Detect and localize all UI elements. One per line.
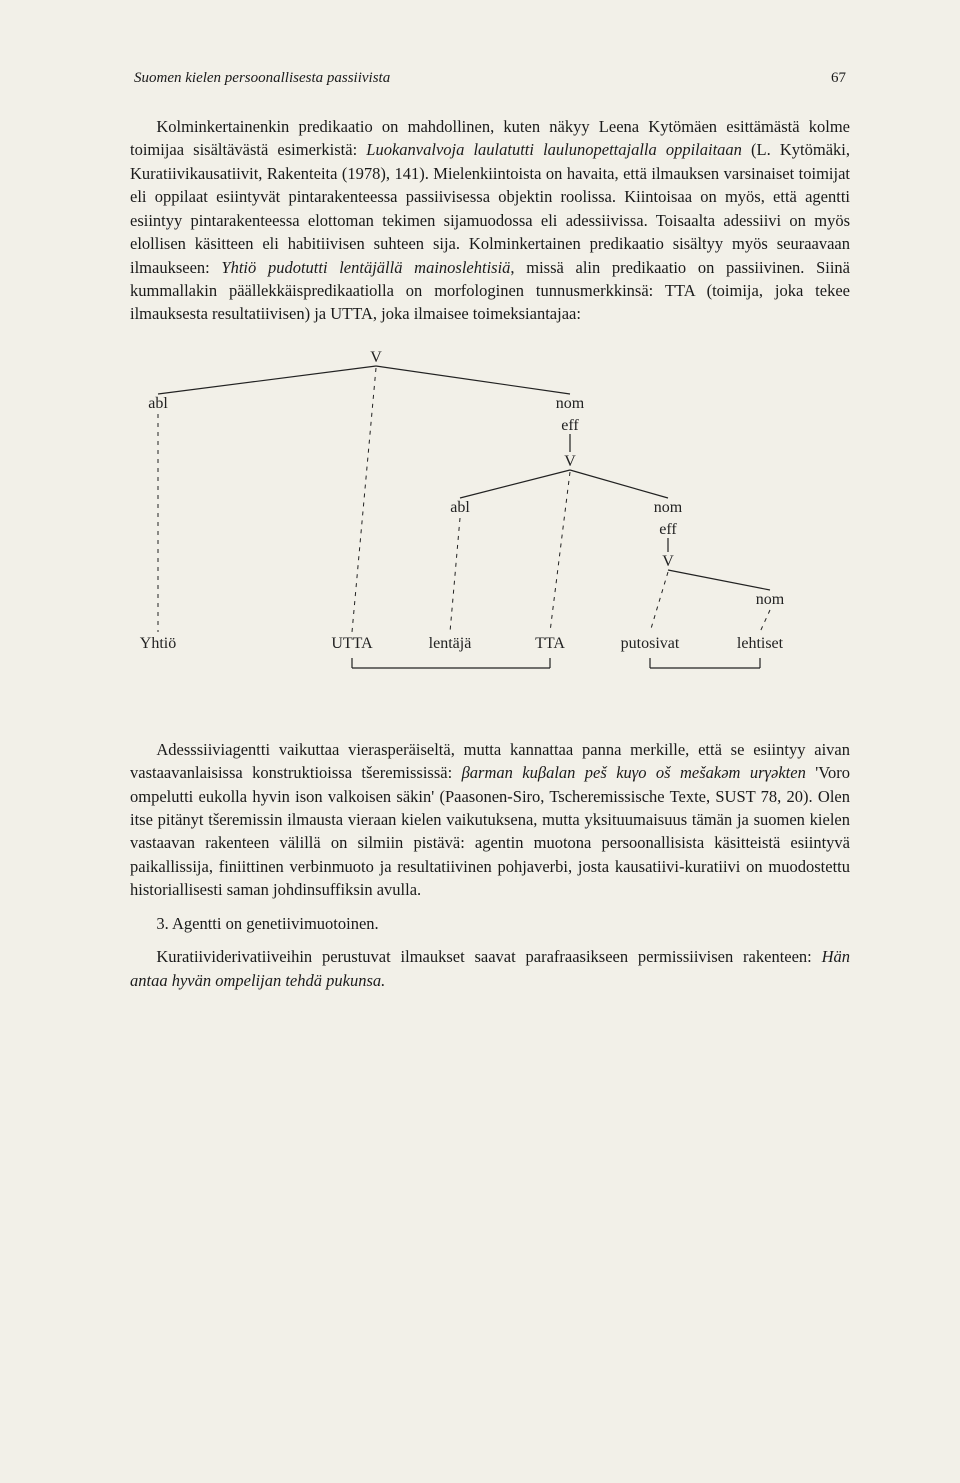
svg-text:V: V — [662, 553, 674, 570]
syntax-tree-diagram: Vabl nom eff Vabl nom eff Vnom Yhtiö UTTA lentäjä… — [130, 348, 850, 708]
svg-text:abl: abl — [148, 395, 168, 412]
paragraph-1: Kolminkertainenkin predikaatio on mahdol… — [130, 115, 850, 326]
svg-text:V: V — [564, 453, 576, 470]
paragraph-3: 3. Agentti on genetiivimuotoinen. — [130, 912, 850, 935]
p2-italic-1: βarman kuβalan peš kuγo oš mešakəm urγək… — [462, 763, 806, 782]
p1-italic-1: Luokanvalvoja laulatutti laulunopettajal… — [366, 140, 742, 159]
svg-text:lentäjä: lentäjä — [429, 635, 472, 652]
svg-text:TTA: TTA — [535, 635, 565, 652]
tree-svg: Vabl nom eff Vabl nom eff Vnom Yhtiö UTTA lentäjä… — [130, 348, 850, 708]
svg-text:lehtiset: lehtiset — [737, 635, 784, 652]
p1-run-b: (L. Kytömäki, Kuratiivikausatiivit, Rake… — [130, 140, 850, 276]
svg-text:putosivat: putosivat — [621, 635, 680, 652]
p2-run-b: 'Voro ompelutti eukolla hyvin ison valko… — [130, 763, 850, 899]
svg-text:V: V — [370, 349, 382, 366]
p1-italic-2: Yhtiö pudotutti lentäjällä mainoslehtisi… — [221, 258, 510, 277]
svg-text:nom: nom — [654, 499, 683, 516]
svg-text:UTTA: UTTA — [331, 635, 373, 652]
svg-text:nom: nom — [556, 395, 585, 412]
running-header: Suomen kielen persoonallisesta passiivis… — [130, 70, 850, 87]
p4-run-a: Kuratiividerivatiiveihin perustuvat ilma… — [156, 947, 821, 966]
svg-text:abl: abl — [450, 499, 470, 516]
running-title: Suomen kielen persoonallisesta passiivis… — [134, 70, 390, 87]
svg-text:eff: eff — [561, 417, 579, 434]
svg-text:Yhtiö: Yhtiö — [140, 635, 176, 652]
paragraph-2: Adesssiiviagentti vaikuttaa vierasperäis… — [130, 738, 850, 902]
svg-text:eff: eff — [659, 521, 677, 538]
p3-text: 3. Agentti on genetiivimuotoinen. — [156, 914, 378, 933]
page-number: 67 — [831, 70, 846, 87]
paragraph-4: Kuratiividerivatiiveihin perustuvat ilma… — [130, 945, 850, 992]
svg-text:nom: nom — [756, 591, 785, 608]
page: Suomen kielen persoonallisesta passiivis… — [0, 0, 960, 1062]
